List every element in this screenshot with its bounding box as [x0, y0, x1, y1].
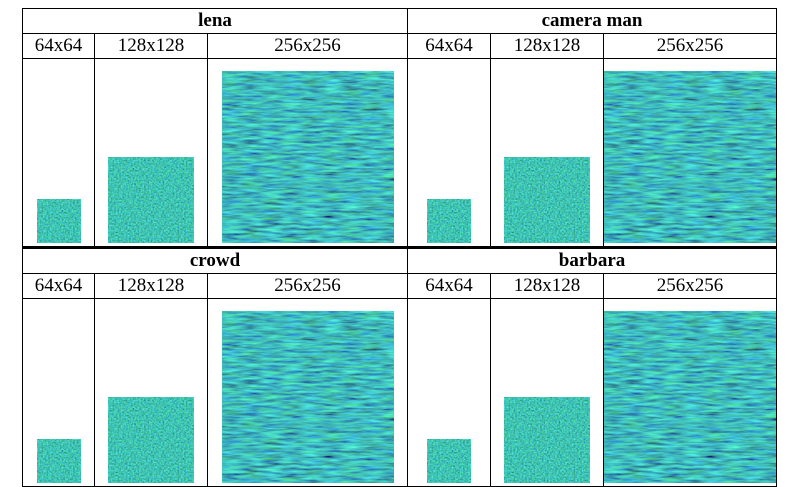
image-cell	[208, 299, 408, 487]
size-label: 128x128	[95, 274, 208, 299]
noise-image	[504, 397, 590, 483]
image-pixels	[604, 311, 776, 483]
size-label: 256x256	[208, 34, 408, 59]
image-pixels	[108, 397, 194, 483]
group-title: lena	[23, 9, 408, 34]
image-pixels	[504, 397, 590, 483]
group-title: barbara	[408, 248, 777, 274]
size-label: 128x128	[491, 274, 604, 299]
size-label: 64x64	[23, 34, 95, 59]
noise-image	[604, 311, 776, 483]
image-cell	[23, 59, 95, 248]
noise-image	[37, 199, 81, 243]
image-cell	[23, 299, 95, 487]
image-pixels	[108, 157, 194, 243]
noise-image	[108, 157, 194, 243]
size-label: 128x128	[491, 34, 604, 59]
size-label: 64x64	[23, 274, 95, 299]
image-pixels	[37, 439, 81, 483]
image-pixels	[604, 71, 776, 243]
image-pixels	[37, 199, 81, 243]
image-cell	[408, 59, 491, 248]
size-label: 256x256	[604, 274, 777, 299]
size-label: 128x128	[95, 34, 208, 59]
image-cell	[95, 299, 208, 487]
image-cell	[491, 59, 604, 248]
size-label: 64x64	[408, 34, 491, 59]
size-label: 256x256	[208, 274, 408, 299]
image-cell	[408, 299, 491, 487]
size-label: 64x64	[408, 274, 491, 299]
noise-image	[604, 71, 776, 243]
group-title: crowd	[23, 248, 408, 274]
image-pixels	[222, 71, 394, 243]
image-cell	[491, 299, 604, 487]
image-row	[23, 59, 777, 248]
noise-image	[222, 311, 394, 483]
noise-image	[37, 439, 81, 483]
noise-image	[427, 439, 471, 483]
size-label: 256x256	[604, 34, 777, 59]
image-pixels	[427, 439, 471, 483]
image-pixels	[427, 199, 471, 243]
noise-image	[504, 157, 590, 243]
group-title: camera man	[408, 9, 777, 34]
noise-image	[108, 397, 194, 483]
noise-image	[427, 199, 471, 243]
image-cell	[95, 59, 208, 248]
image-cell	[604, 299, 777, 487]
image-pixels	[504, 157, 590, 243]
noise-image	[222, 71, 394, 243]
image-row	[23, 299, 777, 487]
image-cell	[208, 59, 408, 248]
image-pixels	[222, 311, 394, 483]
image-cell	[604, 59, 777, 248]
